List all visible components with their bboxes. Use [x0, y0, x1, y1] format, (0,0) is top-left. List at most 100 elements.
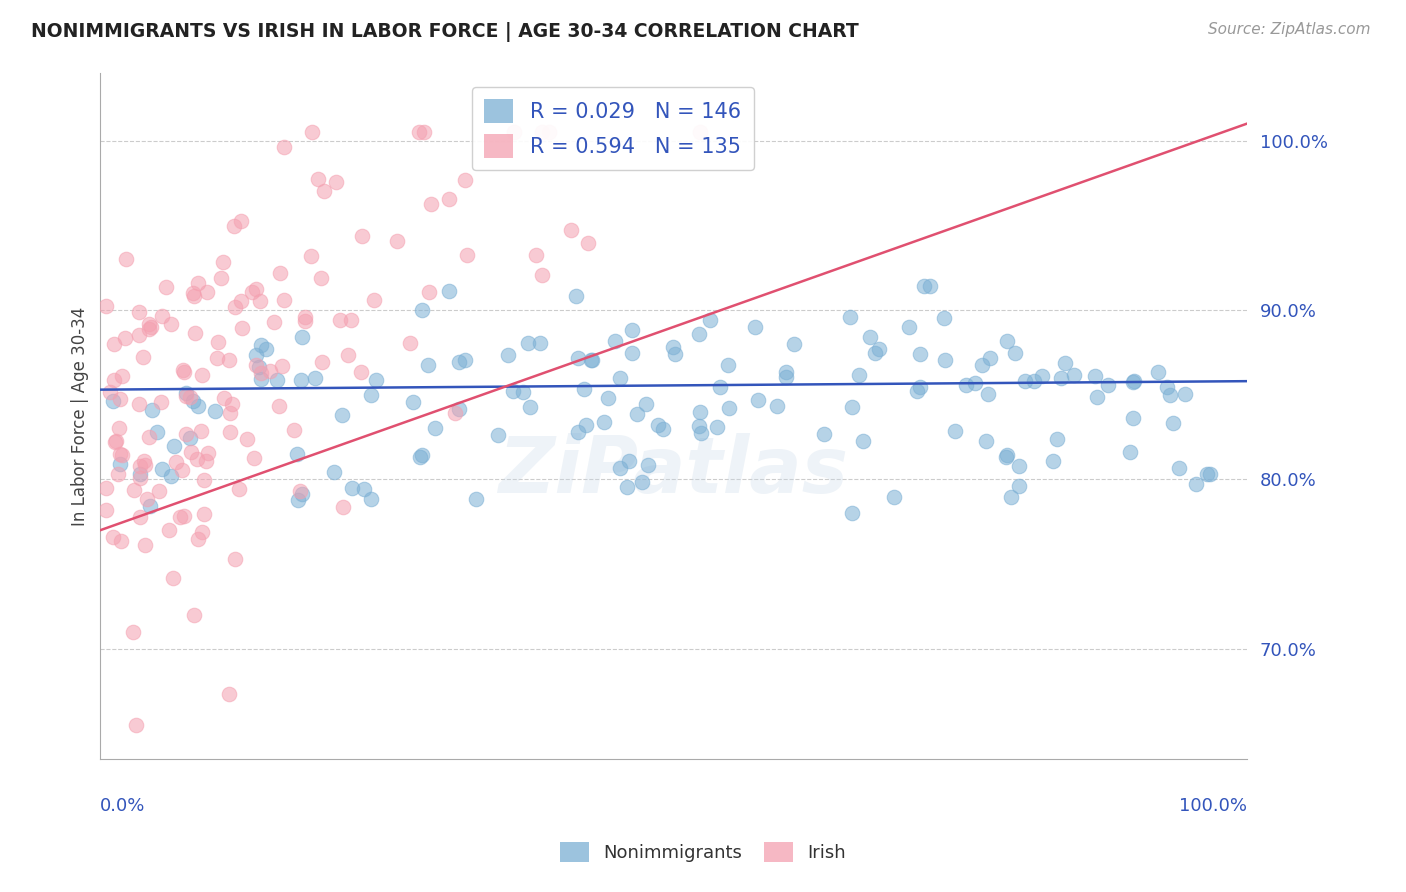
Point: [176, 426, 198, 441]
Point: [581, 352, 603, 367]
Point: [173, 365, 195, 379]
Point: [245, 282, 267, 296]
Point: [706, 420, 728, 434]
Text: ZiPatlas: ZiPatlas: [499, 433, 848, 508]
Point: [664, 347, 686, 361]
Point: [322, 466, 344, 480]
Point: [453, 353, 475, 368]
Point: [1174, 386, 1197, 401]
Point: [218, 688, 240, 702]
Point: [516, 335, 538, 350]
Point: [502, 384, 524, 399]
Point: [94, 503, 117, 517]
Point: [245, 348, 267, 362]
Point: [122, 483, 145, 498]
Point: [212, 391, 235, 405]
Point: [174, 386, 197, 401]
Point: [131, 351, 153, 365]
Point: [353, 482, 375, 496]
Point: [103, 373, 125, 387]
Point: [290, 484, 312, 499]
Point: [212, 255, 235, 269]
Point: [231, 294, 253, 309]
Point: [267, 399, 290, 413]
Point: [416, 358, 439, 372]
Point: [266, 373, 288, 387]
Point: [250, 372, 273, 386]
Point: [1119, 445, 1142, 459]
Point: [311, 354, 333, 368]
Point: [699, 313, 721, 327]
Point: [619, 454, 641, 468]
Text: 0.0%: 0.0%: [100, 797, 146, 814]
Point: [104, 435, 127, 450]
Point: [609, 371, 631, 385]
Point: [363, 293, 385, 307]
Point: [207, 335, 229, 350]
Point: [294, 314, 316, 328]
Point: [425, 421, 447, 435]
Point: [191, 368, 214, 383]
Point: [848, 368, 870, 382]
Point: [150, 395, 173, 409]
Point: [247, 360, 270, 375]
Point: [349, 365, 371, 379]
Point: [174, 389, 197, 403]
Point: [907, 384, 929, 398]
Point: [340, 313, 363, 327]
Point: [934, 310, 956, 325]
Point: [129, 458, 152, 473]
Point: [567, 351, 589, 366]
Point: [138, 317, 160, 331]
Point: [259, 364, 281, 378]
Point: [883, 490, 905, 504]
Point: [972, 358, 994, 372]
Point: [218, 353, 240, 368]
Point: [187, 276, 209, 290]
Point: [231, 213, 253, 227]
Point: [290, 374, 312, 388]
Point: [689, 125, 711, 139]
Point: [128, 471, 150, 485]
Point: [273, 293, 295, 307]
Point: [197, 446, 219, 460]
Point: [337, 348, 360, 362]
Point: [418, 285, 440, 299]
Point: [128, 467, 150, 482]
Point: [419, 196, 441, 211]
Point: [1146, 365, 1168, 379]
Point: [560, 223, 582, 237]
Point: [107, 421, 129, 435]
Point: [103, 394, 125, 409]
Point: [1004, 345, 1026, 359]
Point: [839, 310, 862, 325]
Point: [868, 342, 890, 356]
Point: [647, 417, 669, 432]
Point: [263, 315, 285, 329]
Point: [1050, 371, 1073, 385]
Point: [637, 458, 659, 473]
Point: [122, 624, 145, 639]
Point: [191, 524, 214, 539]
Point: [325, 176, 347, 190]
Point: [291, 330, 314, 344]
Point: [447, 401, 470, 416]
Point: [977, 387, 1000, 401]
Point: [108, 457, 131, 471]
Point: [1084, 369, 1107, 384]
Point: [841, 401, 863, 415]
Point: [502, 125, 524, 139]
Point: [402, 394, 425, 409]
Point: [146, 425, 169, 439]
Point: [160, 317, 183, 331]
Point: [385, 234, 408, 248]
Point: [312, 184, 335, 198]
Point: [222, 219, 245, 234]
Point: [110, 534, 132, 549]
Point: [1197, 467, 1219, 482]
Point: [128, 397, 150, 411]
Point: [329, 312, 352, 326]
Point: [179, 431, 201, 445]
Point: [245, 358, 267, 372]
Point: [1199, 467, 1222, 481]
